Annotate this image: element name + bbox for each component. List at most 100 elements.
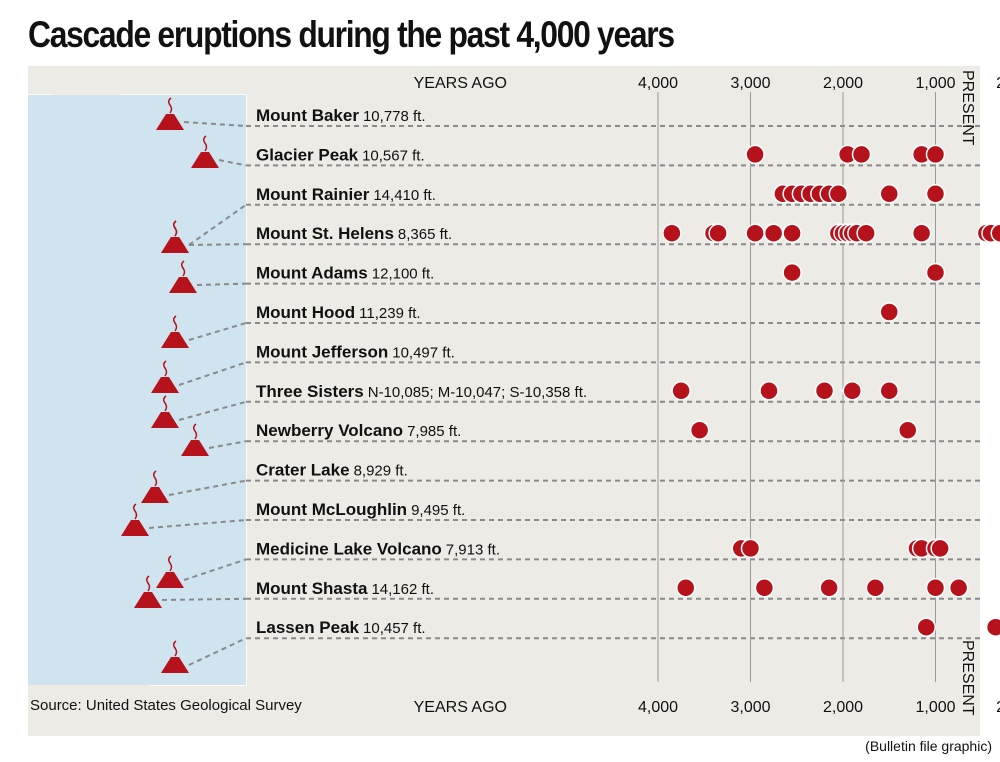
volcano-label: Lassen Peak 10,457 ft. <box>256 618 426 637</box>
eruption-dot <box>865 578 886 598</box>
leader-line <box>178 400 247 421</box>
eruption-dot <box>879 381 899 401</box>
volcano-cone <box>161 657 189 673</box>
volcano-icon <box>141 470 169 503</box>
eruption-dot <box>925 578 946 598</box>
volcano-plume <box>145 575 151 592</box>
x-tick-label: 1,000 <box>915 699 955 716</box>
volcano-label: Three Sisters N-10,085; M-10,047; S-10,35… <box>256 382 587 401</box>
volcano-elevation: 9,495 ft. <box>411 502 465 519</box>
volcano-cone <box>169 277 197 293</box>
leader-line <box>188 203 247 246</box>
volcano-plume <box>172 315 178 332</box>
volcano-elevation: 11,239 ft. <box>359 305 420 322</box>
x-tick-label: 3,000 <box>730 699 770 716</box>
volcano-name: Newberry Volcano <box>256 421 403 440</box>
volcano-cone <box>156 572 184 588</box>
eruption-dot <box>930 538 950 559</box>
chart-title: Cascade eruptions during the past 4,000 … <box>28 14 675 55</box>
present-label: PRESENT <box>959 70 976 146</box>
volcano-name: Mount McLoughlin <box>256 500 407 519</box>
leader-line <box>178 361 247 386</box>
ocean <box>28 95 246 685</box>
x-axis-label: YEARS AGO <box>414 75 507 92</box>
eruption-dot <box>814 381 835 401</box>
volcano-cone <box>141 487 169 503</box>
leader-line <box>188 322 247 341</box>
leader-line <box>148 519 247 529</box>
leader-line <box>183 121 247 127</box>
volcano-cone <box>191 152 219 168</box>
eruption-dot <box>676 578 696 598</box>
volcano-plume <box>167 555 173 572</box>
volcano-icon <box>156 555 184 588</box>
volcano-icon <box>161 640 189 673</box>
volcano-label: Mount Hood 11,239 ft. <box>256 303 421 322</box>
volcano-elevation: 7,913 ft. <box>446 541 500 558</box>
volcano-plume <box>172 640 178 657</box>
volcano-label: Glacier Peak 10,567 ft. <box>256 145 425 164</box>
volcano-name: Three Sisters <box>256 382 364 401</box>
volcano-icon <box>161 315 189 348</box>
volcano-plume <box>132 503 138 520</box>
eruption-dot <box>925 144 946 165</box>
volcano-name: Mount Jefferson <box>256 342 388 361</box>
volcano-name: Mount Adams <box>256 264 368 283</box>
volcano-elevation: 10,567 ft. <box>362 147 425 164</box>
volcano-icon <box>151 360 179 393</box>
volcano-label: Mount Adams 12,100 ft. <box>256 264 434 283</box>
x-tick-label: 2,000 <box>823 75 863 92</box>
leader-line <box>168 479 247 496</box>
eruption-dot <box>925 184 946 204</box>
volcano-cone <box>161 332 189 348</box>
eruption-dot <box>689 420 710 440</box>
volcano-elevation: 14,162 ft. <box>371 581 434 598</box>
eruption-dot <box>740 538 761 559</box>
volcano-elevation: 12,100 ft. <box>372 266 435 283</box>
volcano-icon <box>169 260 197 293</box>
volcano-icon <box>191 135 219 168</box>
leader-line <box>208 440 247 449</box>
volcano-elevation: 8,929 ft. <box>354 463 408 480</box>
x-tick-label: 1,000 <box>915 75 955 92</box>
leader-line <box>218 159 247 167</box>
eruption-dot <box>990 223 1000 243</box>
present-label: PRESENT <box>959 640 976 716</box>
eruption-dot <box>879 184 899 204</box>
volcano-plume <box>152 470 158 487</box>
volcano-icon <box>161 220 189 253</box>
volcano-elevation: 10,457 ft. <box>363 620 426 637</box>
eruption-dot <box>745 223 765 243</box>
volcano-cone <box>151 377 179 393</box>
eruption-dot <box>898 420 918 440</box>
volcano-label: Crater Lake 8,929 ft. <box>256 461 408 480</box>
volcano-name: Mount Shasta <box>256 579 368 598</box>
volcano-cone <box>181 440 209 456</box>
volcano-icon <box>181 423 209 456</box>
volcano-elevation: N-10,085; M-10,047; S-10,358 ft. <box>368 384 587 401</box>
eruption-dot <box>754 578 775 598</box>
volcano-icon <box>134 575 162 608</box>
volcano-cone <box>156 114 184 130</box>
volcano-label: Mount Jefferson 10,497 ft. <box>256 342 455 361</box>
x-tick-label: 200 <box>996 75 1000 92</box>
eruption-dot <box>948 578 969 598</box>
eruption-dot <box>819 578 839 598</box>
leader-line <box>183 558 247 581</box>
volcano-cone <box>161 237 189 253</box>
volcano-elevation: 10,497 ft. <box>392 344 455 361</box>
volcano-name: Crater Lake <box>256 461 350 480</box>
volcano-elevation: 8,365 ft. <box>398 226 452 243</box>
volcano-name: Mount Baker <box>256 106 359 125</box>
volcano-elevation: 14,410 ft. <box>373 187 436 204</box>
volcano-plume <box>180 260 186 277</box>
eruption-dot <box>911 223 932 243</box>
x-tick-label: 4,000 <box>638 699 678 716</box>
volcano-label: Mount Rainier 14,410 ft. <box>256 185 436 204</box>
volcano-plume <box>162 360 168 377</box>
eruption-dot <box>879 302 899 322</box>
volcano-label: Mount Shasta 14,162 ft. <box>256 579 434 598</box>
eruption-dot <box>708 223 728 243</box>
